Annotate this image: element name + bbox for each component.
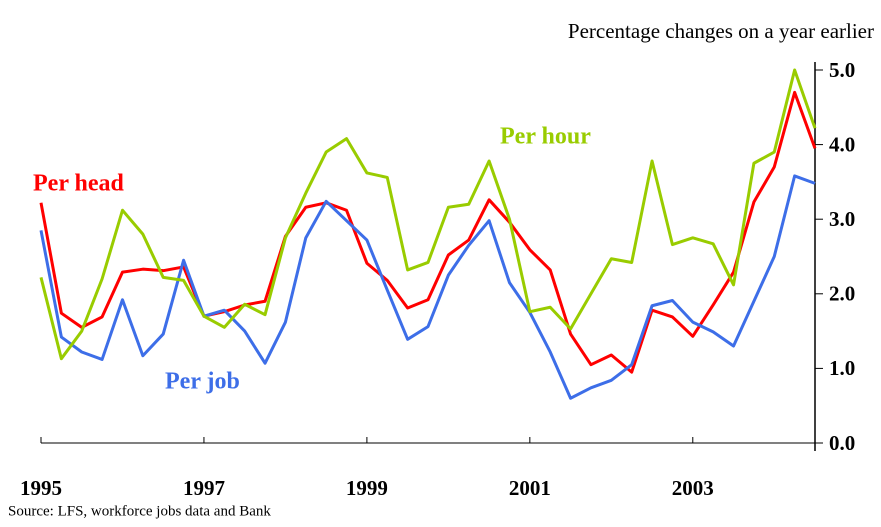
series-label: Per job	[165, 369, 240, 395]
x-tick-label: 1997	[183, 476, 225, 500]
y-tick-label: 0.0	[829, 431, 855, 455]
x-tick-label: 1999	[346, 476, 388, 500]
chart-title: Percentage changes on a year earlier	[568, 19, 874, 43]
y-tick-label: 2.0	[829, 282, 855, 306]
x-tick-label: 2001	[509, 476, 551, 500]
series-label: Per hour	[500, 124, 591, 150]
y-tick-label: 3.0	[829, 207, 855, 231]
y-tick-label: 5.0	[829, 58, 855, 82]
y-tick-label: 1.0	[829, 356, 855, 380]
series-line	[39, 174, 816, 400]
y-tick-label: 4.0	[829, 132, 855, 156]
x-tick-label: 2003	[672, 476, 714, 500]
series-label: Per head	[33, 171, 125, 197]
series-line	[39, 90, 817, 374]
series-line	[39, 68, 817, 361]
source-note: Source: LFS, workforce jobs data and Ban…	[8, 503, 271, 519]
x-tick-label: 1995	[20, 476, 62, 500]
